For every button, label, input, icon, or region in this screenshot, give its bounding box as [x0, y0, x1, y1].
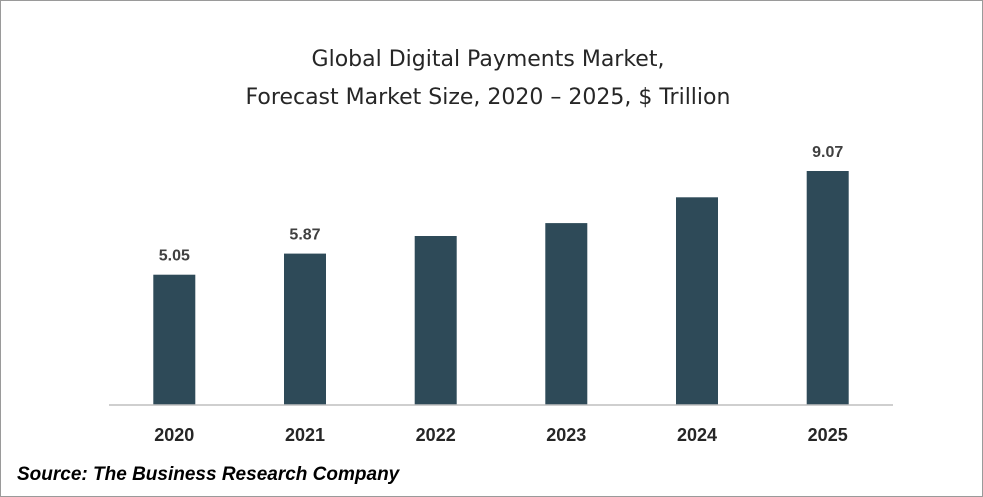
- bars-layer: [153, 171, 849, 405]
- x-tick-label-2024: 2024: [677, 425, 717, 445]
- bar-2021: [284, 253, 326, 405]
- x-tick-label-2023: 2023: [546, 425, 586, 445]
- bar-2020: [153, 274, 196, 405]
- source-note: Source: The Business Research Company: [17, 464, 400, 485]
- data-labels: 5.05 5.87 9.07: [159, 144, 844, 265]
- data-label-2020: 5.05: [159, 248, 190, 265]
- chart-subtitle: Forecast Market Size, 2020 – 2025, $ Tri…: [246, 85, 731, 110]
- bar-2025: [806, 171, 849, 405]
- bar-2024: [676, 197, 718, 405]
- x-tick-label-2022: 2022: [416, 425, 456, 445]
- x-tick-label-2025: 2025: [808, 425, 848, 445]
- bar-2023: [545, 223, 588, 405]
- data-label-2025: 9.07: [812, 144, 843, 161]
- bar-2022: [414, 236, 457, 405]
- x-tick-labels: 2020 2021 2022 2023 2024 2025: [154, 425, 847, 445]
- chart-title: Global Digital Payments Market,: [312, 47, 665, 72]
- x-tick-label-2021: 2021: [285, 425, 325, 445]
- data-label-2021: 5.87: [289, 227, 320, 244]
- x-tick-label-2020: 2020: [154, 425, 194, 445]
